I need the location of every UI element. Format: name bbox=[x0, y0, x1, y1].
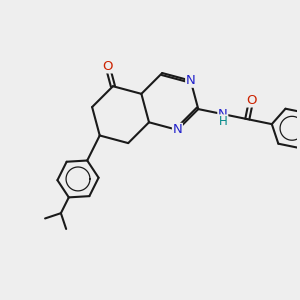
Text: N: N bbox=[172, 123, 182, 136]
Text: O: O bbox=[102, 60, 113, 73]
Text: H: H bbox=[218, 115, 227, 128]
Text: O: O bbox=[246, 94, 256, 107]
Text: N: N bbox=[186, 74, 196, 87]
Text: N: N bbox=[218, 108, 228, 121]
